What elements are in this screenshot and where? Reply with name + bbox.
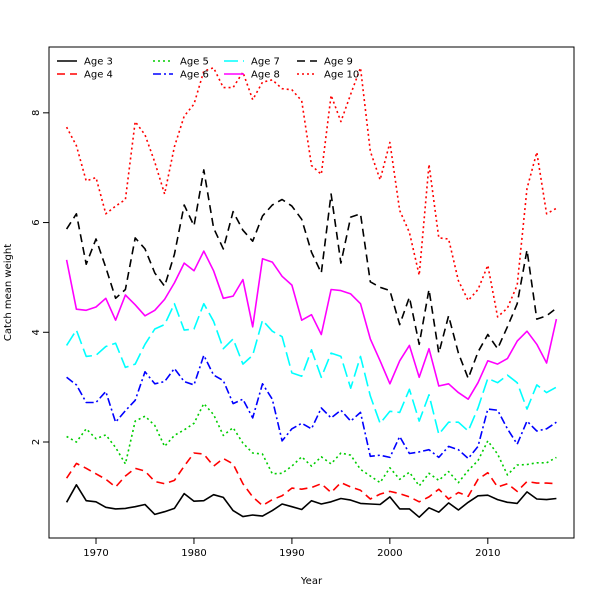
legend-label: Age 5 [180,57,209,68]
x-tick-label: 2000 [377,548,402,559]
plot-frame [48,46,575,539]
series-line-age-7 [65,302,557,436]
legend-label: Age 8 [251,70,280,81]
y-tick-label: 8 [31,110,42,116]
plot-lines [65,67,558,519]
y-axis: 2 4 6 8 [31,110,49,445]
x-tick-label: 1980 [181,548,206,559]
y-tick-label: 4 [31,329,42,335]
legend-label: Age 9 [324,57,353,68]
legend: Age 3 Age 4 Age 5 Age 6 Age 7 Age 8 Age 9 Age 1… [57,57,359,81]
legend-label: Age 10 [324,70,359,81]
series-line-age-4 [65,452,557,507]
x-axis: 1970 1980 1990 2000 2010 [83,538,501,559]
legend-label: Age 3 [84,57,113,68]
y-axis-title: Catch mean weight [3,244,14,341]
series-line-age-9 [65,169,557,380]
series-line-age-8 [65,250,558,401]
x-tick-label: 2010 [475,548,500,559]
y-tick-label: 2 [31,439,42,445]
legend-label: Age 6 [180,70,209,81]
series-line-age-3 [65,483,557,519]
series-line-age-6 [66,354,557,460]
x-tick-label: 1990 [279,548,304,559]
x-tick-label: 1970 [83,548,108,559]
legend-label: Age 4 [84,70,113,81]
series-line-age-5 [66,402,557,487]
y-tick-label: 6 [31,219,42,225]
x-axis-title: Year [300,576,323,587]
legend-label: Age 7 [251,57,280,68]
series-line-age-10 [65,67,557,318]
